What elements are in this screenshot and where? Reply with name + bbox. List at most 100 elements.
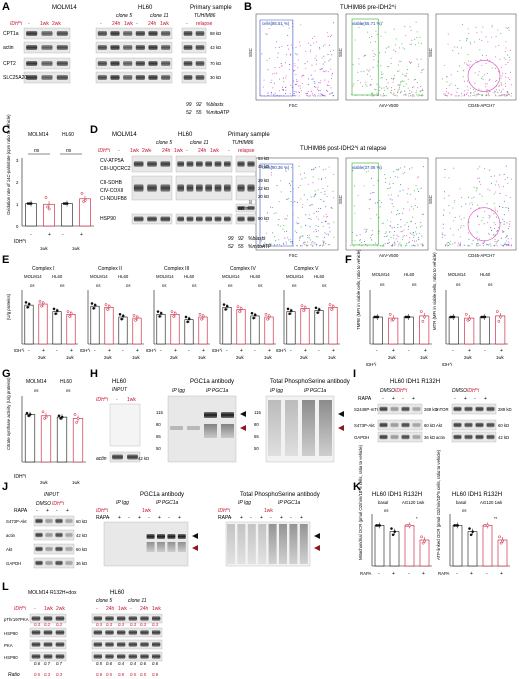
b-plot-event bbox=[306, 241, 309, 243]
b-plot-event bbox=[263, 236, 265, 238]
b-plot-event bbox=[393, 92, 395, 94]
h-kd-left: 115 bbox=[156, 410, 163, 415]
i-blot-left-frame bbox=[377, 431, 423, 443]
b-plot-event bbox=[365, 231, 367, 233]
b-plot-event bbox=[459, 188, 461, 190]
b-plot-event bbox=[317, 230, 319, 232]
b-plot-event bbox=[303, 242, 305, 244]
i-rapa-1: RAPA bbox=[358, 396, 372, 402]
b-plot-event bbox=[508, 93, 510, 95]
b-plot-event bbox=[487, 59, 489, 61]
panel-h: HL60 INPUT IDH^i - 1wk PGC1a antibody To… bbox=[96, 379, 350, 463]
b-plot-event bbox=[414, 205, 416, 207]
b-plot-event bbox=[367, 31, 369, 33]
h-ip-band bbox=[170, 426, 183, 430]
b-plot-event bbox=[280, 191, 282, 193]
c-bar bbox=[61, 203, 73, 227]
a-kd-label: 30 kD bbox=[210, 75, 221, 80]
b-plot-event bbox=[305, 50, 307, 52]
b-plot-event bbox=[443, 93, 445, 95]
a-blot-hl60-band bbox=[97, 75, 107, 80]
e-bar bbox=[170, 313, 180, 345]
k-group-basal: basal bbox=[456, 500, 466, 505]
b-plot-event bbox=[286, 215, 289, 217]
a-blot-hl60-frame bbox=[95, 41, 173, 54]
b-plot-event bbox=[446, 76, 448, 78]
e-point bbox=[200, 317, 203, 321]
b-plot-event bbox=[505, 207, 507, 209]
l-idh: IDH^i bbox=[14, 606, 27, 612]
b-plot-event bbox=[364, 54, 366, 57]
d-blot-hl60-top-band bbox=[195, 161, 203, 167]
b-plot-event bbox=[412, 94, 414, 96]
b-plot-event bbox=[398, 84, 400, 86]
b-plot-event bbox=[314, 167, 316, 169]
e-point bbox=[302, 309, 305, 312]
b-plot-event bbox=[508, 27, 510, 29]
b-plot-event bbox=[491, 210, 493, 212]
b-plot-event bbox=[421, 90, 423, 92]
b-plot-event bbox=[445, 94, 447, 97]
b-plot-event bbox=[383, 95, 385, 97]
b-plot-event bbox=[495, 46, 497, 48]
b-plot-event bbox=[315, 86, 317, 89]
i-kd-label-right: 42 kD bbox=[498, 435, 509, 440]
b-plot-event bbox=[489, 78, 491, 80]
e-ns: ns bbox=[60, 283, 65, 288]
e-bar bbox=[132, 317, 142, 345]
b-plot-event bbox=[416, 58, 418, 60]
b-plot-event bbox=[313, 42, 315, 44]
i-blot-right-frame bbox=[451, 419, 497, 431]
b-plot-event bbox=[395, 38, 397, 40]
b-plot-event bbox=[372, 50, 374, 52]
b-plot-event bbox=[465, 93, 468, 95]
e-point bbox=[26, 305, 29, 309]
a-blot-primary-band bbox=[195, 75, 205, 80]
b-plot-event bbox=[323, 45, 325, 47]
l-condition-label: 1wk bbox=[118, 606, 127, 612]
b-plot-event bbox=[505, 58, 507, 60]
b-plot-event bbox=[405, 83, 407, 85]
a-row-label: CPT1a bbox=[3, 31, 19, 37]
b-plot-event bbox=[491, 36, 493, 38]
i-blot-left-band bbox=[379, 422, 388, 428]
b-plot-event bbox=[394, 244, 396, 246]
b-plot-event bbox=[468, 33, 470, 35]
b-plot-event bbox=[496, 230, 498, 232]
b-plot-event bbox=[268, 27, 270, 29]
e-point bbox=[303, 305, 307, 309]
b-plot-event bbox=[501, 75, 503, 77]
b-plot-event bbox=[509, 49, 511, 51]
b-plot-event bbox=[503, 57, 505, 59]
b-plot-event bbox=[400, 231, 402, 233]
b-plot-event bbox=[323, 55, 325, 57]
b-plot-event bbox=[408, 95, 410, 97]
b-plot-event bbox=[323, 200, 325, 203]
b-plot-event bbox=[422, 244, 424, 246]
c-point bbox=[29, 202, 33, 205]
b-plot-event bbox=[417, 237, 419, 239]
b-plot-event bbox=[469, 95, 471, 97]
b-plot-event bbox=[321, 177, 323, 179]
b-plot-event bbox=[308, 237, 310, 239]
j-ip-band bbox=[177, 534, 186, 539]
b-plot-event bbox=[385, 47, 387, 49]
b-plot-event bbox=[295, 74, 297, 76]
k-point bbox=[378, 524, 382, 527]
b-plot-event bbox=[476, 237, 478, 239]
l-blot-molm14-band bbox=[55, 616, 65, 621]
a-condition-label: 1wk bbox=[40, 21, 49, 27]
e-dose: 2wk bbox=[38, 355, 46, 360]
b-plot-event bbox=[413, 234, 415, 236]
b-plot-event bbox=[509, 223, 511, 225]
b-plot-event bbox=[488, 217, 490, 219]
d-blot-hl60-top-band bbox=[186, 161, 194, 167]
b-plot-event bbox=[360, 82, 362, 84]
b-plot-event bbox=[413, 95, 415, 97]
d-blot-primary-hsp-frame bbox=[235, 213, 257, 225]
f-xtick: - bbox=[408, 348, 410, 354]
l-ratio-red: 0.3 bbox=[140, 622, 147, 627]
